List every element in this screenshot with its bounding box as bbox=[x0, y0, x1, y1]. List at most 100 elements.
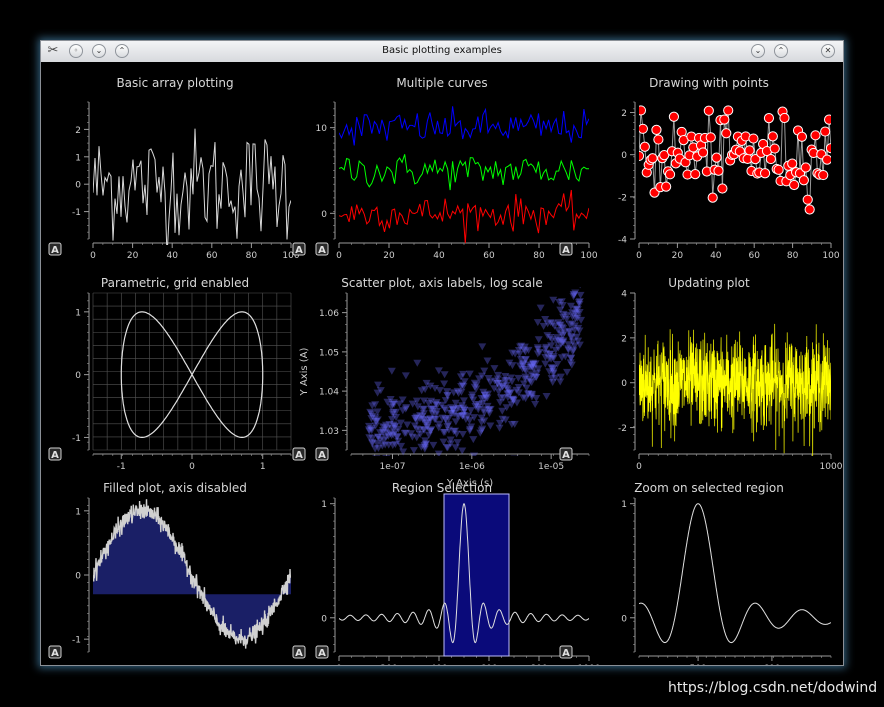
scatter-point bbox=[421, 443, 430, 451]
data-layer bbox=[120, 311, 264, 438]
scatter-point bbox=[531, 374, 540, 382]
scatter-point bbox=[496, 399, 505, 407]
x-tick-label: 60 bbox=[748, 251, 760, 261]
scatter-point bbox=[521, 348, 530, 356]
scatter-point bbox=[553, 334, 562, 342]
x-tick-label: 1e-07 bbox=[379, 462, 405, 472]
scatter-point bbox=[469, 436, 478, 444]
x-tick-label: -1 bbox=[117, 462, 126, 472]
scatter-point bbox=[373, 416, 382, 424]
scatter-point bbox=[438, 414, 447, 422]
auto-range-button-label: A bbox=[562, 450, 570, 461]
maximize-button[interactable]: ⌃ bbox=[774, 44, 788, 58]
scatter-point bbox=[575, 341, 584, 349]
auto-range-button-frame bbox=[559, 447, 573, 461]
scatter-point bbox=[531, 360, 540, 368]
scatter-point bbox=[439, 428, 448, 436]
auto-range-button[interactable]: A bbox=[315, 447, 329, 461]
auto-range-button-right[interactable]: A bbox=[292, 242, 306, 256]
scatter-point bbox=[520, 380, 529, 388]
scatter-point bbox=[457, 402, 466, 410]
scatter-point bbox=[411, 415, 420, 423]
auto-range-button-right[interactable]: A bbox=[559, 645, 573, 659]
auto-range-button[interactable]: A bbox=[48, 242, 62, 256]
auto-range-button-right[interactable]: A bbox=[292, 447, 306, 461]
scatter-point bbox=[388, 425, 397, 433]
scatter-point bbox=[454, 404, 463, 412]
auto-range-button-right[interactable]: A bbox=[292, 645, 306, 659]
scatter-point bbox=[566, 359, 575, 367]
keep-above-button[interactable]: ⌃ bbox=[115, 44, 129, 58]
scatter-point bbox=[476, 429, 485, 437]
auto-range-button-right[interactable]: A bbox=[559, 242, 573, 256]
scatter-point bbox=[552, 338, 561, 346]
scatter-point bbox=[428, 410, 437, 418]
minimize-button[interactable]: ⌄ bbox=[751, 44, 765, 58]
scatter-point bbox=[495, 384, 504, 392]
scatter-point bbox=[424, 399, 433, 407]
x-tick-label: 1000 bbox=[820, 462, 843, 472]
y-axis-label: Y Axis (A) bbox=[299, 347, 310, 396]
scatter-point bbox=[365, 427, 374, 435]
auto-range-button-label: A bbox=[318, 245, 326, 256]
scatter-point bbox=[501, 416, 510, 424]
scatter-point bbox=[533, 350, 542, 358]
x-tick-label: 100 bbox=[822, 251, 839, 261]
scatter-point bbox=[516, 356, 525, 364]
scatter-point bbox=[547, 375, 556, 383]
auto-range-button[interactable]: A bbox=[315, 645, 329, 659]
auto-range-button[interactable]: A bbox=[48, 645, 62, 659]
scatter-point bbox=[368, 402, 377, 410]
app-tools-icon[interactable]: ✂ bbox=[47, 43, 59, 58]
scatter-point bbox=[429, 441, 438, 449]
scatter-point bbox=[426, 415, 435, 423]
scatter-point bbox=[503, 386, 512, 394]
scatter-point bbox=[411, 414, 420, 422]
y-tick-label: 0 bbox=[321, 614, 327, 624]
scatter-point bbox=[458, 447, 467, 455]
auto-range-button-frame bbox=[48, 242, 62, 256]
scatter-point bbox=[529, 360, 538, 368]
scatter-point bbox=[564, 327, 573, 335]
scatter-point bbox=[453, 405, 462, 413]
scatter-point bbox=[549, 353, 558, 361]
scatter-point bbox=[498, 383, 507, 391]
selection-region bbox=[443, 493, 510, 657]
scatter-point bbox=[388, 442, 397, 450]
scatter-point bbox=[420, 397, 429, 405]
scatter-point bbox=[368, 438, 377, 446]
x-tick-label: 20 bbox=[672, 251, 684, 261]
keep-below-button[interactable]: ⌄ bbox=[92, 44, 106, 58]
scatter-point bbox=[423, 423, 432, 431]
scatter-point bbox=[559, 310, 568, 318]
scatter-point bbox=[548, 365, 557, 373]
scatter-point bbox=[567, 333, 576, 341]
scatter-point bbox=[509, 396, 518, 404]
title-bar[interactable]: ✂ ◦ ⌄ ⌃ Basic plotting examples ⌄ ⌃ ✕ bbox=[41, 41, 843, 63]
scatter-point bbox=[413, 403, 422, 411]
scatter-point bbox=[567, 361, 576, 369]
shade-button[interactable]: ◦ bbox=[69, 44, 83, 58]
auto-range-button[interactable]: A bbox=[48, 447, 62, 461]
close-button[interactable]: ✕ bbox=[821, 44, 835, 58]
scatter-point bbox=[477, 414, 486, 422]
scatter-point bbox=[423, 422, 432, 430]
scatter-point bbox=[368, 440, 377, 448]
scatter-point bbox=[562, 315, 571, 323]
scatter-point bbox=[527, 378, 536, 386]
scatter-point bbox=[494, 388, 503, 396]
scatter-point bbox=[508, 395, 517, 403]
scatter-point bbox=[458, 381, 467, 389]
scatter-point bbox=[569, 293, 578, 301]
auto-range-button[interactable]: A bbox=[315, 242, 329, 256]
data-point bbox=[779, 112, 790, 124]
scatter-point bbox=[460, 407, 469, 415]
auto-range-button-right[interactable]: A bbox=[559, 447, 573, 461]
x-tick-label: 60 bbox=[206, 251, 218, 261]
scatter-point bbox=[570, 342, 579, 350]
scatter-point bbox=[479, 406, 488, 414]
scatter-point bbox=[389, 421, 398, 429]
scatter-point bbox=[508, 349, 517, 357]
scatter-point bbox=[379, 423, 388, 431]
scatter-point bbox=[427, 426, 436, 434]
